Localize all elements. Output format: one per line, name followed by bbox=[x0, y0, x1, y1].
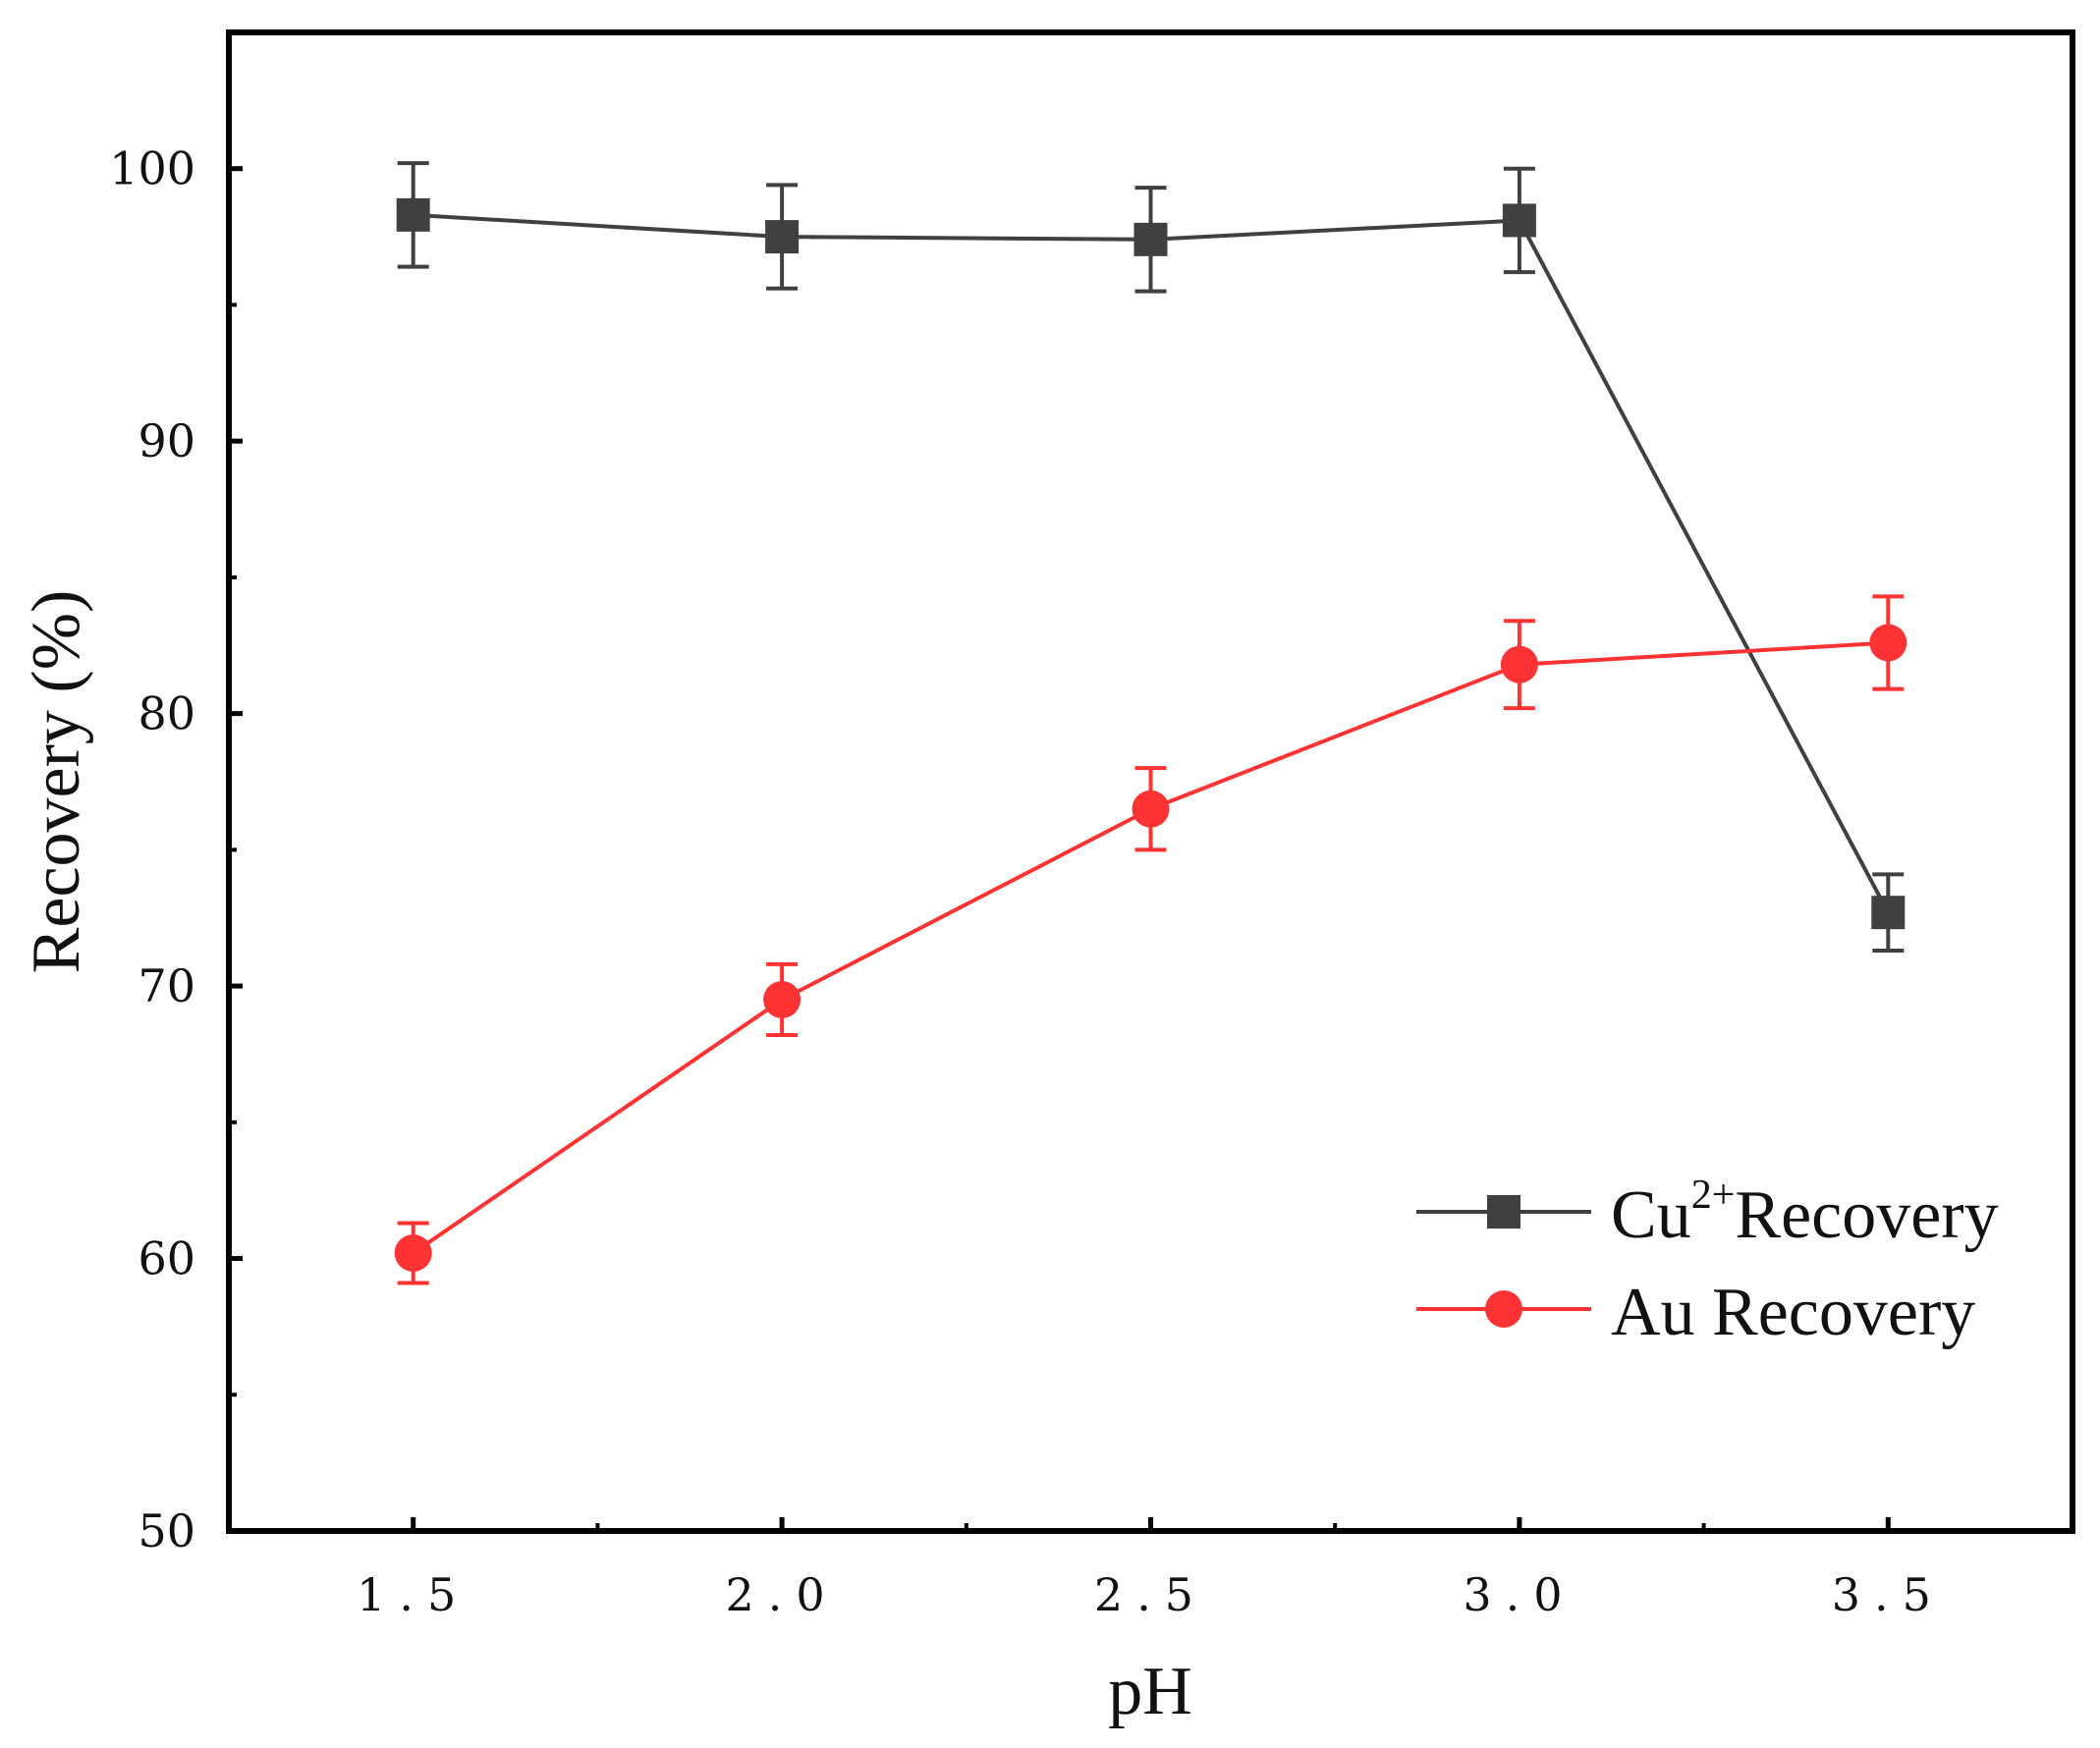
legend-label-cu-rest: Recovery bbox=[1735, 1177, 1998, 1253]
minor-ticks bbox=[229, 302, 1706, 1531]
data-point-cu bbox=[1871, 896, 1906, 930]
legend-label-cu-base: Cu bbox=[1611, 1177, 1691, 1253]
y-axis: 50 60 70 80 90 100 bbox=[109, 142, 243, 1557]
y-tick-label-50: 50 bbox=[138, 1504, 195, 1557]
x-tick-label-3.5: 3.5 bbox=[1832, 1568, 1945, 1621]
x-tick-label-1.5: 1.5 bbox=[357, 1568, 470, 1621]
legend-label-au: Au Recovery bbox=[1611, 1275, 1975, 1350]
data-point-au bbox=[763, 980, 801, 1018]
y-axis-title: Recovery (%) bbox=[19, 590, 94, 974]
x-tick-label-2.0: 2.0 bbox=[726, 1568, 839, 1621]
legend-item-au: Au Recovery bbox=[1416, 1275, 1975, 1350]
data-point-au bbox=[1500, 645, 1538, 683]
x-axis-title: pH bbox=[1108, 1654, 1192, 1729]
x-axis: 1.5 2.0 2.5 3.0 3.5 bbox=[357, 1517, 1945, 1621]
legend: Cu2+Recovery Au Recovery bbox=[1416, 1173, 1999, 1350]
legend-marker-cu bbox=[1487, 1195, 1520, 1229]
data-point-cu bbox=[1502, 203, 1536, 238]
legend-label-cu-sup: 2+ bbox=[1691, 1173, 1736, 1218]
series-layer bbox=[394, 161, 1907, 1285]
legend-marker-au bbox=[1485, 1290, 1522, 1328]
data-point-au bbox=[1132, 790, 1170, 828]
y-tick-label-60: 60 bbox=[138, 1232, 195, 1285]
x-tick-label-3.0: 3.0 bbox=[1463, 1568, 1575, 1621]
y-tick-label-70: 70 bbox=[138, 959, 195, 1012]
data-point-cu bbox=[1133, 222, 1168, 256]
data-point-cu bbox=[765, 220, 800, 254]
legend-item-cu: Cu2+Recovery bbox=[1416, 1173, 1999, 1253]
data-point-cu bbox=[396, 197, 430, 232]
y-tick-label-90: 90 bbox=[138, 414, 195, 467]
legend-label-cu: Cu2+Recovery bbox=[1611, 1173, 1999, 1253]
x-tick-label-2.5: 2.5 bbox=[1094, 1568, 1207, 1621]
data-point-au bbox=[1869, 624, 1907, 662]
y-tick-label-100: 100 bbox=[109, 142, 195, 195]
series-line-au bbox=[412, 640, 1889, 1255]
y-tick-label-80: 80 bbox=[138, 687, 195, 740]
data-point-au bbox=[394, 1233, 432, 1272]
